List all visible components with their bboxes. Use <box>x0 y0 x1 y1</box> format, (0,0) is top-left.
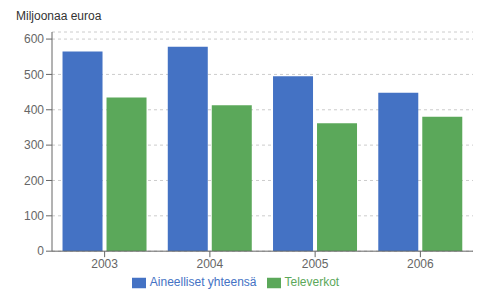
svg-text:300: 300 <box>24 138 44 152</box>
svg-text:500: 500 <box>24 68 44 82</box>
html-text:Aineelliset yhteensä: Aineelliset yhteensä <box>149 275 257 290</box>
svg-text:2006: 2006 <box>407 257 434 271</box>
svg-text:2004: 2004 <box>197 257 224 271</box>
html-text:Miljoonaa euroa: Miljoonaa euroa <box>16 9 102 23</box>
svg-text:200: 200 <box>24 174 44 188</box>
svg-text:100: 100 <box>24 209 44 223</box>
html-text:Televerkot: Televerkot <box>284 275 340 290</box>
svg-text:600: 600 <box>24 32 44 46</box>
svg-text:2003: 2003 <box>91 257 118 271</box>
svg-text:0: 0 <box>37 244 44 258</box>
svg-text:400: 400 <box>24 103 44 117</box>
svg-text:2005: 2005 <box>302 257 329 271</box>
